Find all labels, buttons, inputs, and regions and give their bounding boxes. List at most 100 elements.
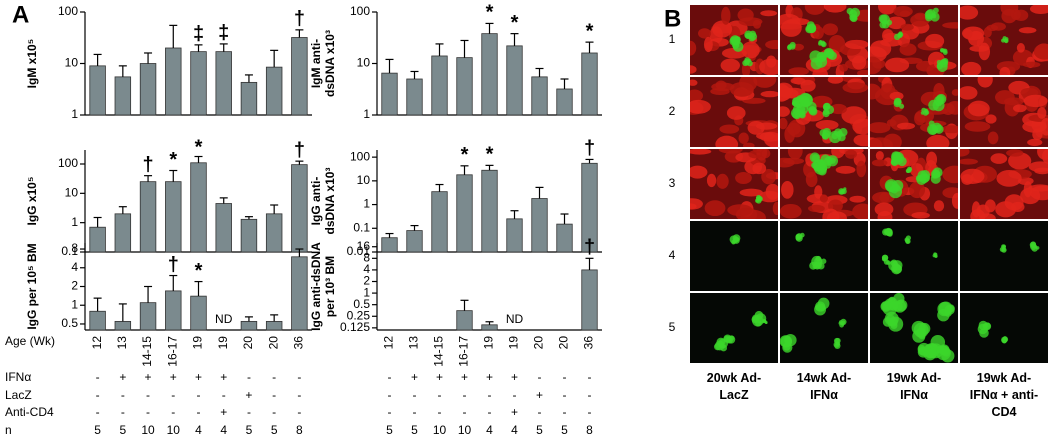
table-cell: - [588,405,592,419]
stain [935,93,947,105]
error-bar [93,216,102,228]
table-cell: - [563,405,567,419]
stain [814,261,823,269]
tissue [780,85,792,101]
error-bar [460,165,469,175]
stain [924,10,935,20]
y-tick-label: 4 [71,260,78,274]
micrograph [690,5,778,75]
stain [982,323,988,329]
stain [752,315,764,327]
error-bar [169,169,178,182]
tissue [1006,149,1024,157]
stain [831,132,839,140]
error-bar [435,183,444,192]
tissue [845,149,857,159]
table-cell: - [96,388,100,402]
micrograph-content [870,77,958,147]
x-tick-label: 14-15 [432,336,446,367]
tissue [1037,107,1047,119]
y-tick-label: 100 [350,4,370,18]
tissue [1022,61,1041,68]
stain [825,50,831,56]
tissue [889,91,904,101]
bar [215,51,232,116]
error-bar [295,29,304,38]
column-label: 20wk Ad-LacZ [706,371,762,402]
table-cell: - [438,405,442,419]
tissue [759,131,778,142]
table-cell: + [486,370,493,384]
stain [895,299,908,312]
tissue [1011,201,1025,213]
micrograph [690,149,778,219]
micrograph-content [795,232,827,270]
tissue [933,200,945,212]
table-cell: - [388,405,392,419]
stain [729,335,735,341]
bar [456,310,473,331]
tissue [842,82,868,94]
stain [822,132,830,140]
stain [837,133,846,142]
stain [920,111,925,115]
tissue [853,134,868,147]
stain [780,335,793,348]
significance-marker: * [169,149,177,171]
micrograph [870,293,958,363]
stain [826,155,839,167]
tissue [987,131,999,145]
tissue [967,100,990,117]
bar [89,65,106,116]
bar [531,76,548,116]
stain [932,126,939,133]
y-tick-label: 0.25 [347,308,371,322]
stain [787,45,792,51]
panel-label: A [12,1,29,28]
bar [481,169,498,253]
x-tick-label: 13 [407,336,421,350]
y-axis-label: dsDNA x10³ [323,168,337,235]
y-axis-label: IgM anti- [309,39,323,88]
bar [265,213,283,253]
tissue [886,119,897,127]
bar [240,218,258,253]
row-label: 5 [669,320,676,334]
tissue [727,204,753,217]
y-axis-label: IgG x10⁵ [25,177,39,226]
error-bar [194,44,203,52]
x-tick-label: 36 [582,336,596,350]
stain [939,345,948,354]
tissue [772,201,778,216]
x-tick-label: 36 [292,336,306,350]
error-bar [510,33,519,46]
tissue [849,195,866,203]
table-row-label: LacZ [5,388,32,402]
table-cell: - [388,388,392,402]
tissue [857,69,868,75]
tissue [719,124,740,134]
tissue [780,106,790,117]
tissue [926,134,950,147]
tissue [910,13,930,27]
tissue [780,19,802,37]
micrograph-content [960,77,1048,147]
error-bar [585,158,594,164]
tissue [1028,184,1048,192]
y-tick-label: 1 [363,285,370,299]
error-bar [194,280,203,297]
table-cell: + [461,370,468,384]
stain [819,54,827,62]
micrograph [690,221,778,291]
stain [808,106,817,115]
table-row-label: IFNα [5,370,31,384]
tissue [942,22,958,29]
tissue [951,192,958,209]
error-bar [435,43,444,56]
tissue [788,67,809,75]
stain [935,172,940,178]
tissue [1012,104,1027,113]
error-bar [118,303,127,322]
table-cell: + [119,370,126,384]
value-label: ND [506,312,524,326]
